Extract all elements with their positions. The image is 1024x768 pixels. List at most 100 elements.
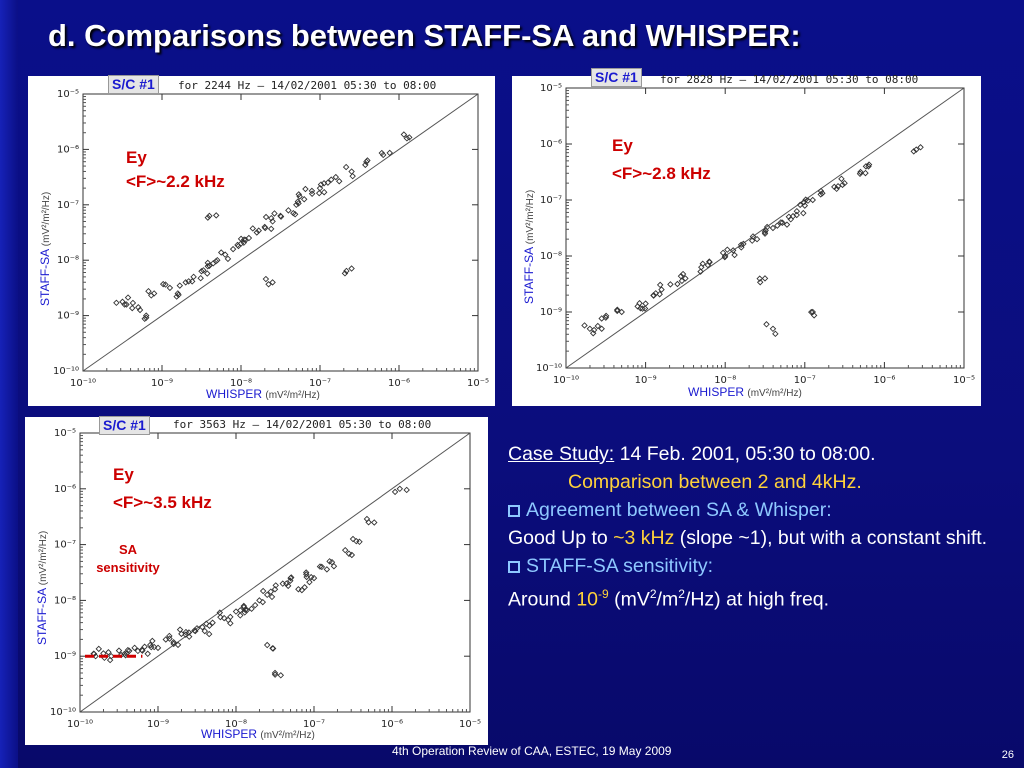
data-point — [839, 181, 846, 189]
data-point — [737, 241, 745, 249]
plot-frame — [82, 93, 479, 372]
data-point — [396, 485, 404, 493]
reference-line-y-equals-x — [82, 93, 479, 372]
data-point — [345, 550, 353, 557]
spacecraft-label: S/C #1 — [591, 68, 642, 87]
data-point — [761, 228, 769, 236]
data-point — [272, 582, 279, 589]
data-point — [123, 301, 130, 308]
data-point — [682, 275, 689, 282]
data-point — [332, 173, 340, 181]
data-point — [300, 196, 308, 203]
y-tick-label: 10⁻⁵ — [57, 89, 79, 100]
slide-title: d. Comparisons between STAFF-SA and WHIS… — [48, 18, 801, 53]
x-tick-label: 10⁻⁶ — [873, 375, 895, 386]
chart-panel-2244hz: 10⁻¹⁰ 10⁻⁹ 10⁻⁸ 10⁻⁷ 10⁻⁶ 10⁻⁵ 10⁻¹⁰ 10⁻⁹ 10⁻⁸ 10… — [28, 75, 495, 406]
data-point — [255, 227, 262, 234]
data-point — [121, 650, 128, 658]
data-point — [403, 135, 411, 142]
y-tick-label: 10⁻⁹ — [57, 311, 79, 322]
data-point — [386, 149, 393, 157]
data-point — [251, 601, 259, 609]
data-point — [170, 640, 177, 648]
left-decorative-stripe — [0, 0, 18, 768]
data-point — [857, 168, 864, 176]
data-point — [203, 620, 210, 627]
data-point — [793, 207, 801, 215]
data-point — [106, 656, 114, 664]
data-point — [144, 650, 151, 658]
data-point — [756, 275, 763, 282]
data-point — [865, 161, 873, 168]
data-point — [581, 322, 588, 329]
data-point — [146, 641, 154, 649]
data-point — [124, 294, 132, 301]
y-axis-label: STAFF-SA (mV²/m²/Hz) — [38, 191, 52, 306]
data-point — [318, 563, 326, 571]
data-point — [279, 580, 287, 587]
data-point — [800, 209, 807, 217]
data-point — [173, 293, 180, 300]
data-point — [302, 185, 309, 193]
data-point — [217, 249, 225, 256]
x-tick-label: 10⁻⁷ — [309, 378, 331, 389]
data-point — [856, 170, 864, 177]
data-point — [242, 236, 249, 244]
data-point — [320, 188, 328, 196]
data-point — [122, 652, 129, 659]
data-point — [348, 168, 355, 175]
data-point — [261, 224, 269, 232]
data-point — [277, 213, 285, 220]
y-tick-label: 10⁻⁷ — [54, 540, 76, 551]
data-point — [324, 179, 332, 186]
data-point — [323, 566, 331, 573]
x-tick-label: 10⁻⁹ — [147, 719, 169, 730]
data-point — [749, 233, 757, 240]
data-point — [342, 163, 350, 171]
x-tick-label: 10⁻⁹ — [151, 378, 173, 389]
data-point — [348, 265, 355, 272]
data-point — [227, 613, 234, 621]
data-point — [262, 275, 270, 283]
data-point — [166, 635, 173, 642]
y-tick-label: 10⁻¹⁰ — [536, 363, 562, 374]
data-point — [295, 586, 302, 593]
data-point — [721, 253, 729, 261]
data-point — [190, 273, 197, 281]
data-point — [159, 280, 167, 288]
data-point — [308, 187, 316, 195]
data-point — [343, 267, 350, 275]
x-tick-label: 10⁻⁵ — [467, 378, 489, 389]
data-point — [285, 207, 292, 214]
data-point — [403, 486, 410, 494]
data-point — [221, 251, 229, 258]
data-point — [667, 281, 674, 288]
data-point — [769, 224, 777, 232]
data-point — [124, 646, 132, 654]
data-point — [259, 587, 267, 595]
sensitivity-heading: STAFF-SA sensitivity: — [508, 552, 1013, 580]
plot-header: for 2828 Hz – 14/02/2001 05:30 to 08:00 — [660, 73, 919, 86]
plot-frame — [79, 432, 471, 713]
sensitivity-line-2: sensitivity — [96, 560, 160, 575]
data-point — [753, 235, 761, 243]
data-point — [269, 645, 276, 652]
data-point — [170, 639, 177, 646]
x-axis-label: WHISPER (mV²/m²/Hz) — [688, 385, 802, 399]
data-point — [259, 598, 267, 606]
data-point — [328, 558, 336, 566]
data-point — [774, 222, 781, 229]
x-tick-label: 10⁻⁵ — [459, 719, 481, 730]
data-point — [141, 315, 148, 323]
data-point — [910, 148, 917, 155]
data-point — [220, 614, 228, 622]
data-point — [316, 563, 324, 570]
data-point — [263, 641, 271, 649]
data-point — [263, 591, 271, 599]
data-point — [121, 301, 128, 308]
data-point — [166, 284, 174, 292]
data-point — [284, 582, 292, 590]
data-point — [240, 236, 248, 243]
component-label: Ey — [612, 136, 633, 155]
data-point — [268, 593, 276, 601]
